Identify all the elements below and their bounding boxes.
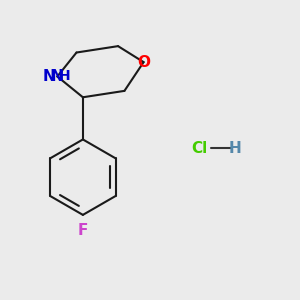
Text: N: N	[51, 69, 64, 84]
Text: H: H	[228, 141, 241, 156]
Text: N: N	[43, 69, 56, 84]
Text: F: F	[78, 223, 88, 238]
Text: Cl: Cl	[191, 141, 208, 156]
Text: H: H	[59, 70, 70, 83]
Text: O: O	[137, 55, 150, 70]
